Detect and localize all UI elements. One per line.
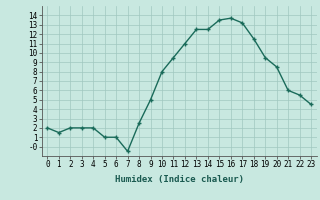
X-axis label: Humidex (Indice chaleur): Humidex (Indice chaleur) xyxy=(115,175,244,184)
